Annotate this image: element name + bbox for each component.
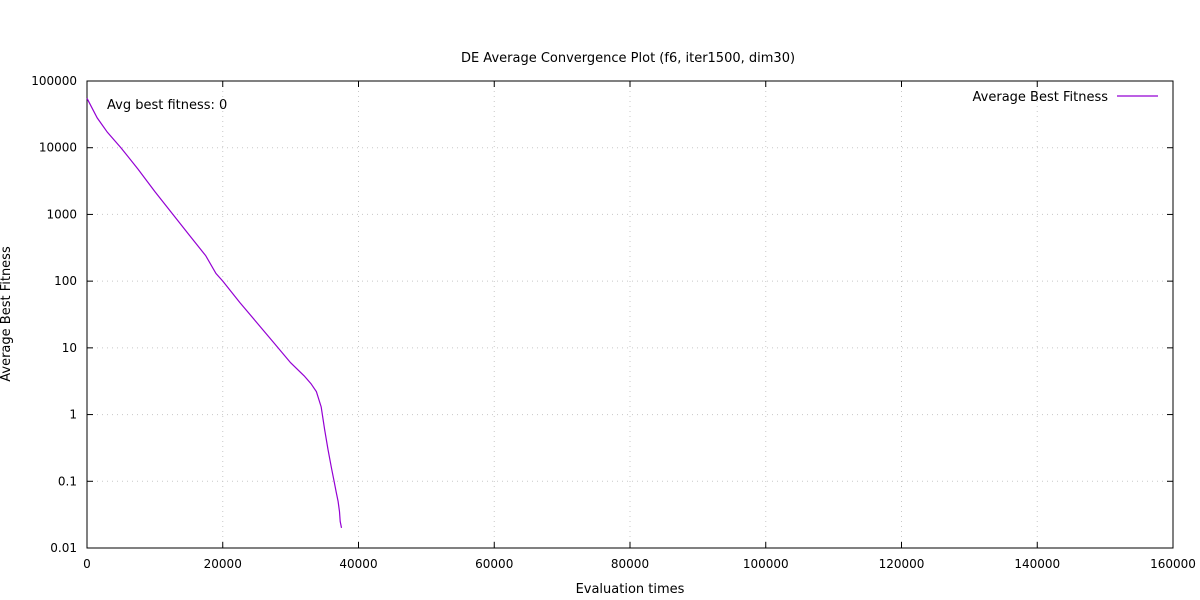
avg-best-fitness-annotation: Avg best fitness: 0 xyxy=(107,98,227,113)
y-tick-label: 10 xyxy=(62,341,77,355)
series-layer xyxy=(86,98,343,529)
x-tick-label: 120000 xyxy=(879,557,925,571)
y-tick-label: 1000 xyxy=(46,207,77,221)
y-tick-label: 100 xyxy=(54,274,77,288)
x-tick-label: 100000 xyxy=(743,557,789,571)
x-tick-label: 160000 xyxy=(1150,557,1196,571)
axis-ticks: 0 20000 40000 60000 80000 100000 120000 140000 1… xyxy=(31,74,1196,571)
y-tick-label: 0.1 xyxy=(58,474,77,488)
y-axis-label: Average Best Fitness xyxy=(0,246,14,382)
y-tick-label: 10000 xyxy=(39,141,77,155)
legend: Average Best Fitness xyxy=(973,90,1158,105)
y-tick-label: 1 xyxy=(69,408,77,422)
y-tick-label: 100000 xyxy=(31,74,77,88)
legend-label: Average Best Fitness xyxy=(973,90,1109,105)
x-tick-label: 40000 xyxy=(339,557,377,571)
chart-title: DE Average Convergence Plot (f6, iter150… xyxy=(461,51,795,66)
grid xyxy=(87,81,1173,548)
x-tick-label: 80000 xyxy=(611,557,649,571)
y-tick-label: 0.01 xyxy=(50,541,77,555)
series-line-average-best-fitness xyxy=(86,98,343,529)
x-axis-label: Evaluation times xyxy=(576,582,685,597)
x-tick-label: 60000 xyxy=(475,557,513,571)
x-tick-label: 0 xyxy=(83,557,91,571)
x-tick-label: 140000 xyxy=(1014,557,1060,571)
x-tick-label: 20000 xyxy=(204,557,242,571)
